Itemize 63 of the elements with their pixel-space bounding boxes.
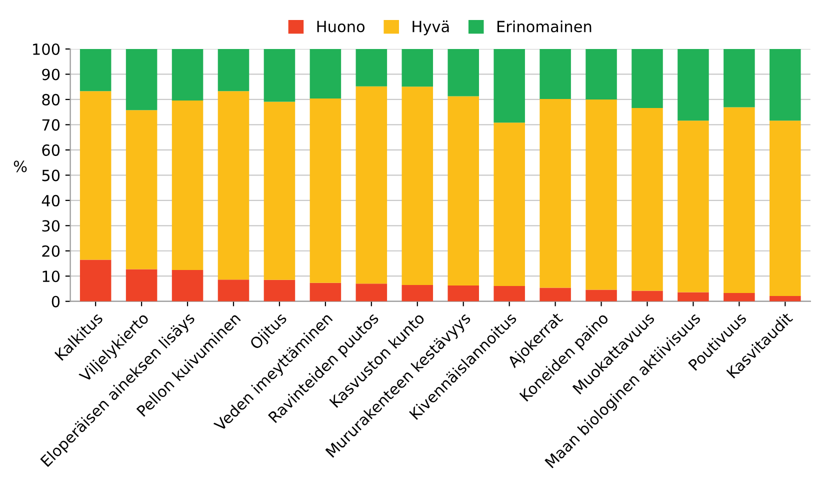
- bar: [724, 107, 755, 294]
- bar: [632, 108, 663, 291]
- y-tick-label: 100: [33, 43, 60, 56]
- bar: [356, 284, 388, 302]
- bar: [494, 49, 525, 123]
- bar: [218, 49, 250, 92]
- y-tick-label: 10: [42, 270, 60, 282]
- y-tick-label: 90: [42, 68, 60, 80]
- bar: [770, 120, 801, 296]
- bar: [586, 290, 617, 302]
- y-tick-label: 40: [42, 194, 60, 206]
- bar: [724, 293, 755, 302]
- bar: [126, 49, 158, 110]
- y-tick-label: 20: [42, 245, 60, 257]
- bar: [126, 269, 158, 302]
- bar: [264, 49, 296, 102]
- bar: [356, 49, 388, 86]
- bar: [218, 91, 250, 280]
- y-tick-label: 70: [42, 119, 60, 131]
- bar: [172, 49, 204, 100]
- legend-label: Hyvä: [412, 20, 449, 36]
- bar: [356, 86, 388, 284]
- bar: [494, 122, 525, 286]
- y-tick-label: 30: [42, 220, 60, 232]
- bar: [632, 290, 663, 302]
- legend-label: Erinomainen: [497, 20, 592, 32]
- bar: [448, 96, 479, 286]
- bar: [310, 49, 342, 98]
- legend-label: Huono: [317, 20, 365, 32]
- bar: [632, 49, 663, 108]
- bar: [770, 49, 801, 121]
- bar: [172, 100, 204, 270]
- bar: [402, 49, 434, 87]
- y-tick-label: 60: [42, 144, 60, 156]
- y-tick-label: 80: [42, 94, 60, 106]
- bar: [80, 49, 112, 92]
- bar: [494, 286, 525, 302]
- bar: [770, 296, 801, 302]
- bar: [172, 270, 204, 302]
- bar: [310, 98, 342, 283]
- bar: [540, 98, 571, 288]
- bar: [724, 49, 755, 108]
- bar: [678, 49, 709, 121]
- bar: [80, 91, 112, 260]
- y-axis-title: %: [14, 160, 27, 172]
- bar: [402, 284, 434, 302]
- bar: [586, 49, 617, 100]
- y-tick-label: 0: [52, 296, 60, 308]
- bar: [448, 49, 479, 96]
- bar: [264, 102, 296, 280]
- bar: [540, 288, 571, 302]
- y-tick-label: 50: [42, 170, 60, 182]
- bar: [80, 260, 112, 302]
- bar: [448, 285, 479, 302]
- bar: [678, 292, 709, 302]
- bar: [402, 86, 434, 285]
- bar: [678, 120, 709, 292]
- bar: [264, 280, 296, 302]
- bar: [540, 49, 571, 99]
- bar: [218, 280, 250, 302]
- bar: [310, 282, 342, 302]
- bar: [126, 110, 158, 270]
- bar: [586, 99, 617, 290]
